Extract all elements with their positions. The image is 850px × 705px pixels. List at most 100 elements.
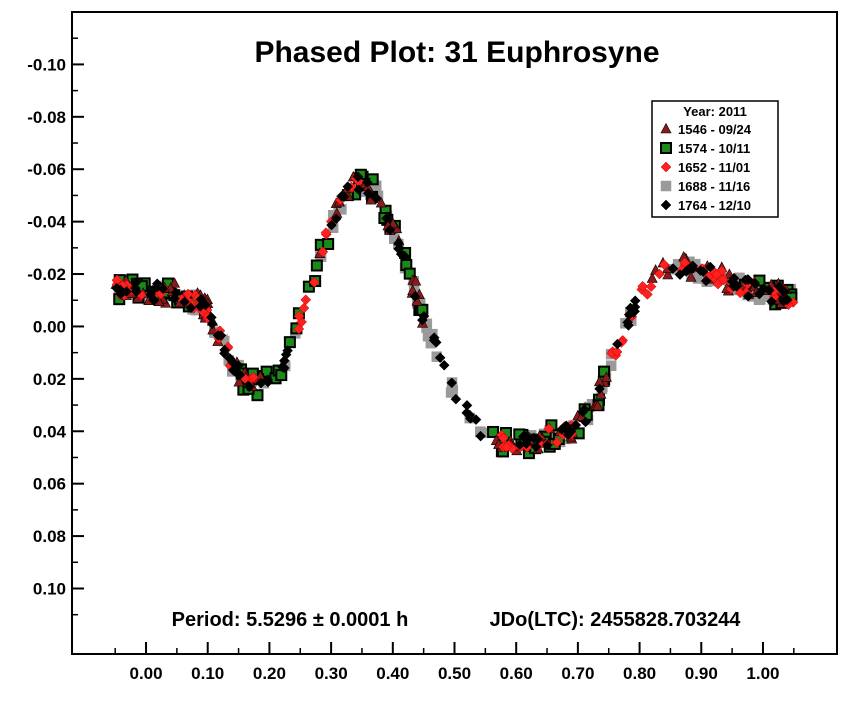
legend-marker (660, 122, 672, 134)
data-point (773, 281, 785, 293)
legend-label: 1574 - 10/11 (678, 141, 750, 156)
data-point (185, 302, 197, 314)
legend-marker (660, 180, 672, 192)
data-point (233, 375, 245, 387)
data-point (645, 281, 657, 293)
data-point (754, 288, 765, 300)
data-point (740, 274, 751, 286)
data-point (611, 346, 623, 358)
data-point (399, 250, 410, 262)
data-point (658, 259, 670, 271)
data-point (293, 310, 305, 322)
legend-label: 1764 - 12/10 (678, 198, 751, 213)
data-point (182, 288, 194, 300)
data-point (317, 246, 329, 258)
y-tick-label: 0.08 (33, 527, 66, 546)
data-point (371, 193, 382, 204)
data-point (195, 294, 207, 305)
data-point (595, 388, 607, 399)
data-point (470, 414, 482, 426)
data-point (766, 296, 777, 307)
data-point (514, 439, 526, 451)
data-point (320, 227, 332, 239)
x-tick-label: 0.20 (253, 664, 286, 683)
data-point (206, 318, 218, 330)
data-point (700, 275, 712, 287)
x-tick-label: 0.70 (561, 664, 594, 683)
data-point (674, 269, 686, 281)
data-points (110, 168, 799, 460)
y-tick-label: 0.06 (33, 475, 66, 494)
data-point (418, 310, 430, 322)
legend-title: Year: 2011 (683, 104, 747, 119)
data-point (642, 289, 653, 300)
data-point (430, 337, 442, 348)
data-point (697, 266, 709, 277)
data-point (298, 302, 310, 314)
x-tick-label: 0.30 (315, 664, 348, 683)
x-tick-label: 0.10 (191, 664, 224, 683)
data-point (322, 237, 335, 250)
y-tick-label: -0.02 (27, 265, 66, 284)
data-point (212, 329, 224, 341)
data-point (206, 312, 217, 323)
x-tick-label: 0.80 (623, 664, 656, 683)
data-point (262, 376, 274, 388)
data-point (219, 347, 230, 359)
legend-marker (660, 199, 672, 211)
data-point (207, 323, 219, 335)
data-point (487, 425, 500, 438)
legend-box (651, 100, 779, 218)
data-point (717, 274, 729, 286)
data-point (326, 219, 337, 231)
x-tick-label: 0.60 (500, 664, 533, 683)
legend-label: 1546 - 09/24 (678, 122, 752, 137)
data-point (115, 288, 127, 300)
data-point (461, 407, 473, 419)
legend-label: 1688 - 11/16 (678, 179, 750, 194)
data-point (543, 423, 555, 434)
data-point (308, 277, 320, 288)
data-point (410, 275, 422, 286)
x-tick-label: 0.00 (129, 664, 162, 683)
data-point (342, 181, 354, 192)
data-point (637, 280, 649, 292)
data-point (352, 171, 364, 183)
data-point (498, 432, 509, 444)
data-point (384, 224, 396, 236)
data-point (685, 271, 697, 282)
legend-marker (660, 142, 672, 154)
y-tick-label: -0.04 (27, 213, 66, 232)
data-point (629, 295, 641, 307)
data-point (336, 190, 347, 202)
data-point (375, 196, 387, 208)
y-tick-label: 0.00 (33, 317, 66, 336)
data-point (654, 268, 665, 280)
data-point (446, 377, 458, 389)
data-point (450, 393, 462, 405)
data-point (734, 287, 746, 299)
x-tick-label: 0.90 (685, 664, 718, 683)
period-annotation: Period: 5.5296 ± 0.0001 h (172, 609, 409, 631)
data-point (251, 389, 264, 402)
data-point (711, 269, 722, 280)
data-point (393, 243, 404, 255)
data-point (662, 268, 674, 280)
data-point (169, 277, 181, 288)
data-point (570, 419, 581, 431)
data-point (501, 441, 512, 453)
data-point (361, 177, 373, 188)
data-point (542, 439, 553, 451)
data-point (687, 263, 698, 274)
data-point (594, 383, 605, 395)
data-point (310, 259, 323, 272)
data-point (592, 399, 604, 411)
data-point (779, 286, 790, 298)
data-point (475, 430, 486, 442)
y-tick-label: 0.10 (33, 579, 66, 598)
data-point (580, 416, 591, 428)
data-point (551, 437, 563, 448)
data-point (403, 267, 416, 280)
x-tick-label: 0.40 (376, 664, 409, 683)
